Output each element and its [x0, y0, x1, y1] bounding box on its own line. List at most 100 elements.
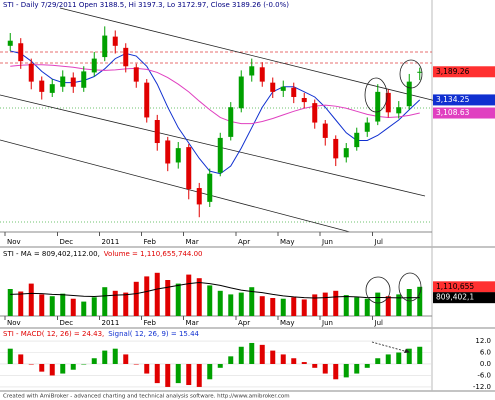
volume-bar [39, 294, 45, 316]
x-tick-label: Nov [7, 319, 21, 327]
pane-title: Volume = 1,110,655,744.00 [104, 250, 203, 258]
macd-bar [375, 358, 381, 364]
volume-bar [333, 290, 339, 316]
candle-body [196, 188, 202, 205]
candle-body [333, 138, 339, 159]
footer: Created with AmiBroker - advanced charti… [3, 394, 290, 400]
volume-bar [322, 292, 328, 316]
channel-line [0, 94, 426, 197]
candle-body [28, 63, 34, 82]
volume-bar [49, 296, 55, 316]
pane-title: STI - MA = 809,402,112.00, [3, 250, 100, 258]
candle-body [417, 71, 423, 73]
volume-bar [70, 298, 76, 316]
volume-bar [259, 296, 265, 316]
macd-bar [322, 363, 328, 374]
y-tick-label: -12.0 [473, 383, 491, 391]
channel-line [59, 7, 441, 103]
value-label: 3,134.25 [436, 95, 470, 104]
candle-body [375, 91, 381, 122]
candle-body [406, 81, 412, 107]
y-tick-label: 0.0 [480, 360, 491, 368]
volume-bar [60, 293, 66, 316]
volume-bar [385, 296, 391, 316]
volume-bar [154, 272, 160, 316]
volume-bar [123, 292, 129, 316]
value-label-bg [433, 281, 495, 293]
macd-bar [7, 348, 13, 364]
candle-body [396, 107, 402, 114]
macd-bar [81, 363, 87, 365]
value-label: 809,402,1 [436, 293, 474, 302]
candle-body [238, 76, 244, 109]
annotation-circle [365, 276, 391, 304]
annotation-arrow [371, 341, 409, 353]
volume-bar [406, 289, 412, 316]
candle-body [280, 86, 286, 91]
volume-bar [7, 289, 13, 316]
x-tick-label: Jun [321, 238, 333, 246]
macd-bar [60, 363, 66, 374]
volume-bar [249, 287, 255, 316]
moving-average [10, 50, 421, 175]
x-tick-label: May [280, 238, 294, 246]
volume-bar [354, 297, 360, 316]
candle-body [133, 67, 139, 82]
x-tick-label: Feb [144, 238, 157, 246]
volume-bar [228, 294, 234, 316]
volume-bar [375, 292, 381, 316]
candle-body [312, 103, 318, 123]
candle-body [175, 148, 181, 163]
value-label: 1,110,655 [436, 282, 474, 291]
candle-body [343, 148, 349, 158]
x-tick-label: Feb [144, 319, 157, 327]
macd-bar [301, 362, 307, 364]
macd-bar [28, 363, 34, 365]
volume-bar [291, 297, 297, 316]
candle-body [207, 173, 213, 202]
volume-bar [364, 298, 370, 316]
macd-bar [385, 354, 391, 364]
candle-body [291, 87, 297, 97]
candle-body [270, 82, 276, 92]
candle-body [186, 147, 192, 190]
x-tick-label: Jul [374, 319, 384, 327]
macd-bar [312, 363, 318, 368]
macd-bar [91, 358, 97, 364]
value-label-bg [433, 107, 495, 119]
volume-bar [417, 286, 423, 316]
candle-body [301, 98, 307, 103]
candle-body [165, 140, 171, 164]
value-label: 3,108.63 [436, 108, 470, 117]
annotation-circle [399, 59, 423, 89]
macd-bar [280, 354, 286, 364]
candle-body [354, 132, 360, 148]
volume-bar [175, 283, 181, 316]
macd-bar [175, 363, 181, 384]
candle-body [228, 107, 234, 137]
candle-body [70, 77, 76, 87]
y-tick-label: -6.0 [477, 371, 491, 379]
macd-bar [154, 363, 160, 384]
candle-body [144, 82, 150, 118]
macd-bar [196, 363, 202, 387]
value-label-bg [433, 66, 495, 78]
volume-bar [196, 278, 202, 316]
pane-title: Signal( 12, 26, 9) = 15.44 [108, 330, 199, 338]
x-tick-label: Dec [60, 319, 74, 327]
macd-bar [364, 363, 370, 368]
volume-bar [396, 294, 402, 316]
value-label-bg [433, 94, 495, 106]
volume-bar [343, 295, 349, 316]
moving-average [10, 64, 420, 125]
x-tick-label: Dec [60, 238, 74, 246]
volume-bar [301, 299, 307, 316]
volume-bar [102, 287, 108, 316]
volume-bar [133, 281, 139, 316]
y-tick-label: 6.0 [480, 349, 491, 357]
volume-bar [28, 283, 34, 316]
macd-bar [343, 363, 349, 378]
macd-bar [133, 363, 139, 365]
x-tick-label: Apr [238, 238, 250, 246]
